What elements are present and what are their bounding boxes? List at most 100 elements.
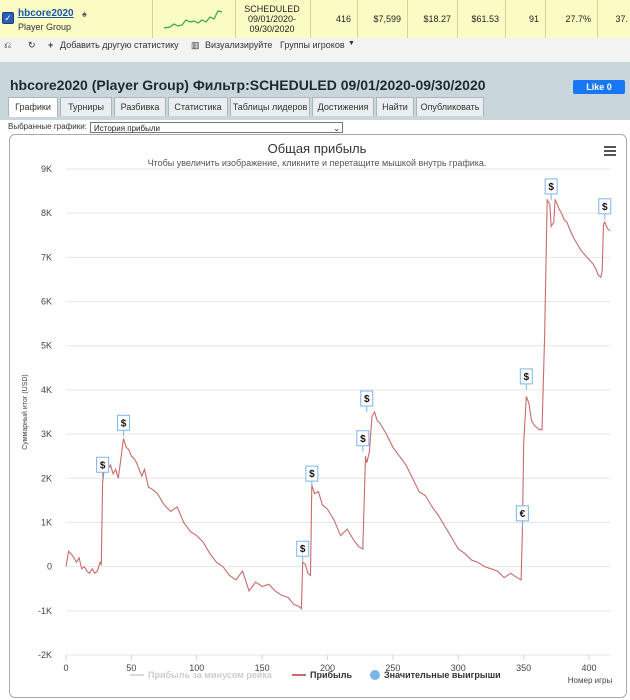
big-win-marker[interactable]: $ bbox=[296, 540, 310, 563]
y-axis-label: Суммарный итог (USD) bbox=[21, 374, 29, 450]
graph-select-value: История прибыли bbox=[94, 124, 160, 133]
x-tick-label: 250 bbox=[385, 663, 400, 673]
legend-item-profit[interactable]: Прибыль bbox=[310, 670, 352, 680]
x-tick-label: 150 bbox=[255, 663, 270, 673]
big-win-marker[interactable]: $ bbox=[544, 178, 558, 200]
big-win-marker[interactable]: $ bbox=[598, 198, 612, 220]
y-tick-label: 0 bbox=[47, 562, 52, 572]
chevron-down-icon: ⌄ bbox=[333, 124, 340, 133]
dollar-marker-icon: $ bbox=[602, 202, 608, 213]
player-name-link[interactable]: hbcore2020 bbox=[18, 8, 74, 19]
marker-box bbox=[356, 430, 370, 447]
dollar-marker-icon: $ bbox=[121, 418, 127, 429]
separator-band bbox=[0, 52, 630, 62]
tab-search[interactable]: Найти bbox=[376, 97, 414, 116]
big-win-marker[interactable]: $ bbox=[305, 465, 319, 488]
marker-box bbox=[519, 368, 533, 385]
x-tick-label: 200 bbox=[320, 663, 335, 673]
y-tick-label: 4K bbox=[41, 385, 52, 395]
redo-icon[interactable]: ↻ bbox=[28, 40, 36, 50]
player-group-label: Player Group bbox=[18, 22, 72, 32]
y-tick-label: -1K bbox=[38, 606, 52, 616]
x-axis-label: Номер игры bbox=[568, 676, 613, 685]
marker-box bbox=[96, 456, 110, 473]
big-win-marker[interactable]: $ bbox=[356, 430, 370, 452]
y-tick-label: 7K bbox=[41, 252, 52, 262]
chart-subtitle: Чтобы увеличить изображение, кликните и … bbox=[148, 158, 487, 168]
stat-cell-6: 37. bbox=[615, 14, 628, 24]
series-line-profit[interactable] bbox=[65, 197, 611, 610]
summary-row: ✓ hbcore2020 Player Group ♠ SCHEDULED 09… bbox=[0, 0, 630, 39]
chart-title: Общая прибыль bbox=[268, 141, 367, 156]
filter-line-1: SCHEDULED bbox=[244, 4, 300, 14]
graph-select[interactable]: История прибыли ⌄ bbox=[90, 122, 343, 133]
tab-graphs[interactable]: Графики bbox=[8, 97, 58, 117]
y-tick-label: -2K bbox=[38, 650, 52, 660]
add-stats-link[interactable]: Добавить другую статистику bbox=[60, 40, 179, 50]
tab-tournaments[interactable]: Турниры bbox=[60, 97, 112, 116]
stat-cell-3: $61.53 bbox=[458, 0, 506, 38]
graph-select-label: Выбранные графики: bbox=[8, 122, 87, 131]
page-title: hbcore2020 (Player Group) Фильтр:SCHEDUL… bbox=[10, 77, 486, 93]
toolbar: ⎌ ↻ + Добавить другую статистику ▥ Визуа… bbox=[0, 38, 630, 52]
x-tick-label: 50 bbox=[126, 663, 136, 673]
stat-cell-2: $18.27 bbox=[408, 0, 458, 38]
tab-leaderboards[interactable]: Таблицы лидеров bbox=[230, 97, 310, 116]
dollar-marker-icon: $ bbox=[548, 182, 554, 193]
y-tick-label: 2K bbox=[41, 473, 52, 483]
big-win-marker[interactable]: $ bbox=[360, 390, 374, 412]
dollar-marker-icon: $ bbox=[309, 469, 315, 480]
poker-player-icon: ♠ bbox=[82, 9, 87, 19]
legend-item-rake[interactable]: Прибыль за минусом рейка bbox=[148, 670, 273, 680]
y-tick-label: 1K bbox=[41, 517, 52, 527]
sparkline bbox=[164, 10, 223, 29]
undo-icon[interactable]: ⎌ bbox=[4, 40, 12, 50]
tab-publish[interactable]: Опубликовать bbox=[416, 97, 484, 116]
dollar-marker-icon: $ bbox=[300, 544, 306, 555]
y-tick-label: 9K bbox=[41, 164, 52, 174]
hamburger-menu-icon[interactable] bbox=[604, 146, 616, 156]
tab-breakdown[interactable]: Разбивка bbox=[114, 97, 166, 116]
big-win-marker[interactable]: € bbox=[515, 505, 529, 527]
filter-line-2: 09/01/2020- bbox=[247, 14, 297, 24]
tab-achievements[interactable]: Достижения bbox=[312, 97, 374, 116]
sparkline-cell bbox=[152, 0, 236, 38]
stat-cell-1: $7,599 bbox=[358, 0, 408, 38]
filter-line-3: 09/30/2020 bbox=[249, 24, 295, 34]
games-cell: 416 bbox=[310, 0, 358, 38]
dollar-marker-icon: $ bbox=[364, 394, 370, 405]
dropdown-icon[interactable]: ▼ bbox=[348, 40, 355, 47]
x-tick-label: 350 bbox=[516, 663, 531, 673]
chart-icon[interactable]: ▥ bbox=[191, 40, 200, 50]
chart-frame bbox=[9, 134, 627, 698]
add-icon[interactable]: + bbox=[48, 40, 54, 50]
legend-swatch-big-wins bbox=[370, 670, 380, 680]
euro-marker-icon: € bbox=[520, 509, 526, 520]
stat-cell-4: 91 bbox=[506, 0, 546, 38]
tab-statistics[interactable]: Статистика bbox=[168, 97, 228, 116]
legend-item-big-wins[interactable]: Значительные выигрыши bbox=[384, 670, 501, 680]
visualize-link[interactable]: Визуализируйте bbox=[205, 40, 273, 50]
big-win-marker[interactable]: $ bbox=[117, 414, 131, 437]
marker-box bbox=[515, 505, 529, 522]
marker-box bbox=[598, 198, 612, 215]
big-win-marker[interactable]: $ bbox=[96, 456, 110, 479]
big-win-marker[interactable]: $ bbox=[519, 368, 533, 390]
y-tick-label: 8K bbox=[41, 208, 52, 218]
facebook-like-button[interactable]: Like 0 bbox=[573, 80, 625, 94]
checkbox-checked-icon[interactable]: ✓ bbox=[2, 12, 14, 24]
marker-box bbox=[544, 178, 558, 195]
x-tick-label: 400 bbox=[582, 663, 597, 673]
y-tick-label: 6K bbox=[41, 297, 52, 307]
stat-cell-5: 27.7% bbox=[546, 0, 598, 38]
y-tick-label: 5K bbox=[41, 341, 52, 351]
filter-cell: SCHEDULED 09/01/2020- 09/30/2020 bbox=[234, 0, 311, 38]
marker-box bbox=[360, 390, 374, 407]
marker-box bbox=[296, 540, 310, 557]
dollar-marker-icon: $ bbox=[360, 434, 366, 445]
dollar-marker-icon: $ bbox=[524, 372, 530, 383]
player-groups-menu[interactable]: Группы игроков bbox=[280, 40, 345, 50]
marker-box bbox=[305, 465, 319, 482]
dollar-marker-icon: $ bbox=[100, 460, 106, 471]
